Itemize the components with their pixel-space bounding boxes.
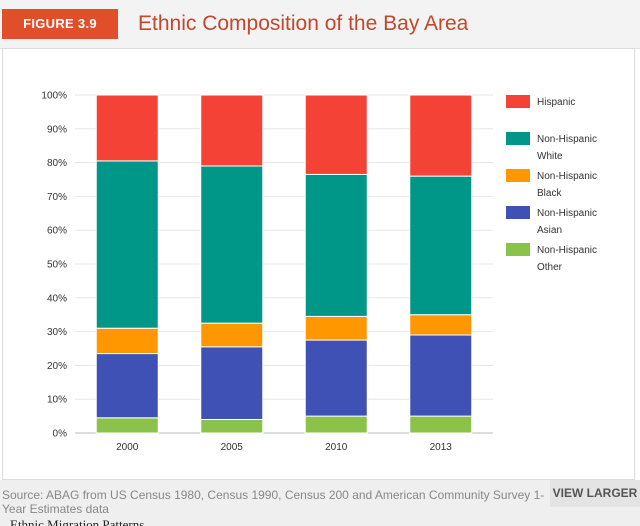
legend-item-non-hispanic-black: Non-Hispanic Black	[506, 169, 597, 199]
legend-label: Hispanic	[537, 97, 575, 108]
footer-bar	[0, 480, 640, 526]
y-tick-label: 70%	[47, 192, 67, 203]
bar-segment-non-hispanic-other-2010	[304, 415, 368, 434]
source-note: Source: ABAG from US Census 1980, Census…	[2, 488, 545, 516]
legend-label: Non-Hispanic	[537, 134, 597, 145]
figure-header: FIGURE 3.9 Ethnic Composition of the Bay…	[0, 0, 640, 49]
legend-item-non-hispanic-other: Non-Hispanic Other	[506, 243, 597, 273]
bar-segment-non-hispanic-black-2010	[304, 315, 368, 341]
bar-segment-non-hispanic-asian-2010	[304, 339, 368, 417]
bar-segment-non-hispanic-black-2000	[95, 327, 159, 355]
bar-segment-hispanic-2005	[200, 94, 264, 167]
bar-segment-non-hispanic-asian-2013	[409, 334, 473, 417]
legend-swatch	[506, 95, 530, 108]
bar-segment-non-hispanic-asian-2005	[200, 346, 264, 420]
bar-segment-non-hispanic-asian-2000	[95, 353, 159, 419]
y-tick-label: 100%	[41, 91, 67, 102]
legend-swatch	[506, 132, 530, 145]
bar-segment-non-hispanic-black-2013	[409, 314, 473, 336]
bar-segment-non-hispanic-white-2013	[409, 175, 473, 316]
y-tick-label: 90%	[47, 124, 67, 135]
bar-segment-non-hispanic-white-2010	[304, 173, 368, 317]
figure-title: Ethnic Composition of the Bay Area	[138, 12, 469, 35]
y-tick-label: 40%	[47, 293, 67, 304]
bar-segment-non-hispanic-other-2013	[409, 415, 473, 434]
legend-label: Non-Hispanic	[537, 245, 597, 256]
y-tick-label: 0%	[53, 429, 68, 440]
bar-segment-hispanic-2000	[95, 94, 159, 162]
bar-segment-non-hispanic-other-2005	[200, 418, 264, 434]
legend-swatch	[506, 206, 530, 219]
y-tick-label: 60%	[47, 226, 67, 237]
following-heading-cutoff: Ethnic Migration Patterns	[10, 517, 145, 526]
legend-label: Other	[537, 262, 563, 273]
bar-segment-non-hispanic-white-2000	[95, 160, 159, 329]
view-larger-button[interactable]: VIEW LARGER	[550, 480, 640, 507]
chart-panel: 0% 10% 20% 30% 40% 50% 60% 70% 80% 90% 100% 2000 200…	[2, 48, 635, 480]
bar-segment-non-hispanic-white-2005	[200, 165, 264, 324]
legend-item-non-hispanic-asian: Non-Hispanic Asian	[506, 206, 597, 236]
legend-item-non-hispanic-white: Non-Hispanic White	[506, 132, 597, 162]
legend-label: Asian	[537, 225, 562, 236]
y-tick-label: 20%	[47, 361, 67, 372]
x-tick-label: 2005	[221, 442, 244, 453]
figure-number-badge: FIGURE 3.9	[2, 9, 118, 39]
legend-label: Non-Hispanic	[537, 208, 597, 219]
legend-swatch	[506, 243, 530, 256]
legend-label: Black	[537, 188, 562, 199]
x-tick-label: 2010	[325, 442, 348, 453]
bar-segment-non-hispanic-other-2000	[95, 417, 159, 434]
bar-segment-hispanic-2013	[409, 94, 473, 177]
bar-segment-hispanic-2010	[304, 94, 368, 175]
stacked-bar-chart: 0% 10% 20% 30% 40% 50% 60% 70% 80% 90% 100% 2000 200…	[41, 91, 597, 454]
y-tick-label: 10%	[47, 395, 67, 406]
legend-swatch	[506, 169, 530, 182]
legend-label: Non-Hispanic	[537, 171, 597, 182]
bar-segment-non-hispanic-black-2005	[200, 322, 264, 348]
legend-item-hispanic: Hispanic	[506, 95, 575, 108]
y-tick-label: 50%	[47, 260, 67, 271]
legend-label: White	[537, 151, 563, 162]
y-tick-label: 80%	[47, 158, 67, 169]
y-tick-label: 30%	[47, 327, 67, 338]
x-tick-label: 2013	[430, 442, 453, 453]
x-tick-label: 2000	[116, 442, 139, 453]
